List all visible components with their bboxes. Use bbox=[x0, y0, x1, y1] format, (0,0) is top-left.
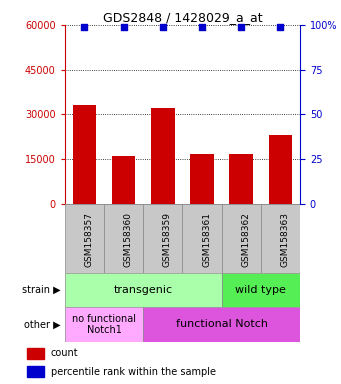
Point bbox=[82, 24, 87, 30]
Bar bbox=[65, 273, 222, 307]
Bar bbox=[65, 204, 104, 273]
Point bbox=[278, 24, 283, 30]
Point bbox=[199, 24, 205, 30]
Bar bbox=[151, 108, 175, 204]
Text: GSM158361: GSM158361 bbox=[202, 212, 211, 267]
Bar bbox=[112, 156, 135, 204]
Text: GSM158362: GSM158362 bbox=[241, 212, 250, 267]
Text: other ▶: other ▶ bbox=[24, 319, 61, 329]
Text: GSM158357: GSM158357 bbox=[85, 212, 93, 267]
Bar bbox=[269, 135, 292, 204]
Bar bbox=[143, 204, 182, 273]
Bar bbox=[190, 154, 214, 204]
Bar bbox=[143, 307, 300, 342]
Bar bbox=[104, 204, 143, 273]
Text: GSM158360: GSM158360 bbox=[123, 212, 133, 267]
Bar bbox=[73, 105, 96, 204]
Title: GDS2848 / 1428029_a_at: GDS2848 / 1428029_a_at bbox=[103, 11, 262, 24]
Text: percentile rank within the sample: percentile rank within the sample bbox=[51, 367, 216, 377]
Text: GSM158363: GSM158363 bbox=[280, 212, 290, 267]
Text: count: count bbox=[51, 348, 78, 358]
Bar bbox=[261, 204, 300, 273]
Text: functional Notch: functional Notch bbox=[176, 319, 268, 329]
Bar bbox=[65, 307, 143, 342]
Point bbox=[160, 24, 166, 30]
Text: GSM158359: GSM158359 bbox=[163, 212, 172, 267]
Bar bbox=[222, 204, 261, 273]
Bar bbox=[222, 273, 300, 307]
Bar bbox=[182, 204, 222, 273]
Text: wild type: wild type bbox=[235, 285, 286, 295]
Bar bbox=[229, 154, 253, 204]
Text: no functional
Notch1: no functional Notch1 bbox=[72, 314, 136, 335]
Text: transgenic: transgenic bbox=[114, 285, 173, 295]
Bar bbox=[27, 348, 44, 359]
Point bbox=[238, 24, 244, 30]
Point bbox=[121, 24, 126, 30]
Text: strain ▶: strain ▶ bbox=[22, 285, 61, 295]
Bar bbox=[27, 366, 44, 377]
